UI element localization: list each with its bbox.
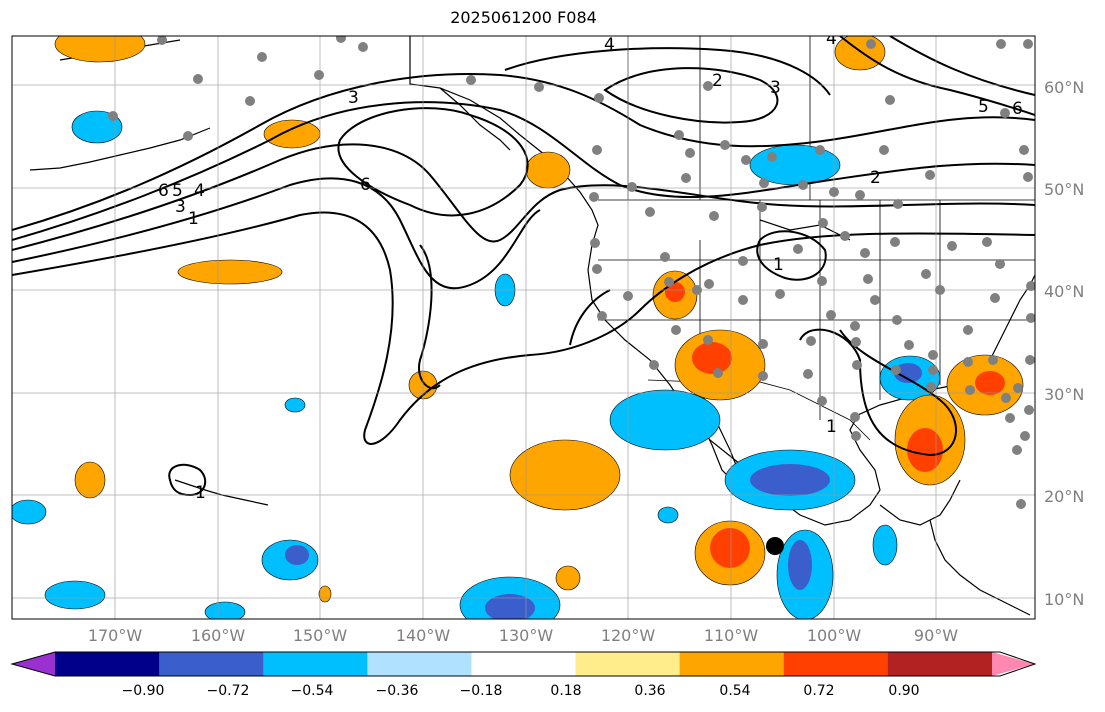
contour-label: 5 [172,181,183,201]
lon-label: 130°W [498,626,554,645]
contour-label: 4 [826,29,837,49]
contour-labels: 4 2 3 3 5 6 6 5 4 3 1 6 2 1 1 1 4 [158,29,1023,503]
lon-label: 120°W [600,626,656,645]
contour-label: 5 [978,97,989,117]
colorbar-segment [55,652,160,676]
lat-label: 60°N [1044,78,1085,97]
lon-label: 110°W [703,626,759,645]
colorbar-segment [575,652,681,676]
lat-label: 40°N [1044,282,1085,301]
contour-label: 1 [773,255,784,275]
storm-marker [766,537,784,555]
map-title: 2025061200 F084 [450,8,597,27]
lon-label: 160°W [190,626,246,645]
contour-label: 4 [604,35,615,55]
colorbar-tick-label: −0.36 [375,683,419,699]
colorbar [10,651,1037,677]
lon-label: 90°W [913,626,959,645]
contour-label: 1 [195,483,206,503]
colorbar-segment [783,652,889,676]
colorbar-outline [10,651,1037,677]
contour-label: 4 [194,181,205,201]
contour-label: 1 [188,209,199,229]
colorbar-tick-label: −0.18 [459,683,503,699]
gridlines [12,36,1035,619]
colorbar-tick-label: −0.72 [206,683,250,699]
lat-label: 10°N [1044,590,1085,609]
station-markers [108,36,1035,509]
lat-label: 50°N [1044,180,1085,199]
colorbar-segment [887,652,993,676]
colorbar-tick-label: 0.18 [550,683,582,699]
colorbar-segment [992,652,1035,676]
lat-label: 20°N [1044,487,1085,506]
colorbar-tick-label: −0.54 [290,683,334,699]
colorbar-segment [367,652,472,676]
contour-label: 2 [870,168,881,188]
colorbar-segment [263,652,368,676]
colorbar-tick-label: 0.36 [634,683,666,699]
lon-label: 150°W [292,626,348,645]
contour-label: 3 [175,197,186,217]
colorbar-segment [471,652,577,676]
contour-label: 2 [712,71,723,91]
map-frame [11,35,1036,620]
colorbar-tick-label: −0.90 [121,683,165,699]
lon-label: 170°W [87,626,143,645]
contour-label: 3 [770,78,781,98]
lon-label: 100°W [806,626,862,645]
lat-label: 30°N [1044,385,1085,404]
contour-label: 6 [1012,99,1023,119]
lon-label: 140°W [395,626,451,645]
colorbar-tick-label: 0.72 [803,683,835,699]
contour-label: 6 [360,175,371,195]
colorbar-segment [679,652,785,676]
contour-label: 6 [158,181,169,201]
colorbar-tick-label: 0.90 [888,683,920,699]
contour-label: 1 [826,417,837,437]
contour-lines [12,36,1035,497]
colorbar-tick-label: 0.54 [719,683,751,699]
contour-label: 3 [348,88,359,108]
colorbar-segment [12,652,55,676]
colorbar-segment [159,652,264,676]
